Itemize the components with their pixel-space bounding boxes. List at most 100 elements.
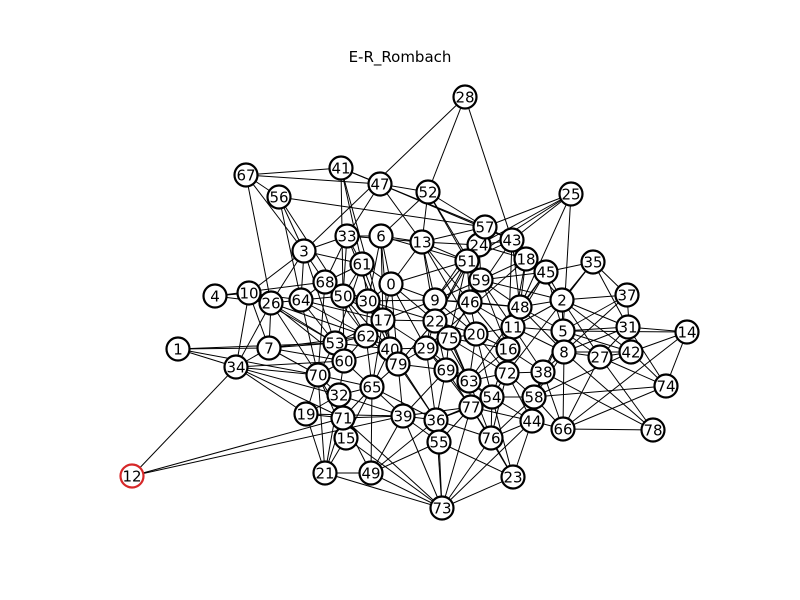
edge-13-46 — [421, 241, 471, 303]
node-23: 23 — [500, 464, 526, 490]
node-circle — [519, 408, 545, 434]
edge-67-47 — [245, 174, 381, 185]
node-circle — [478, 425, 504, 451]
node-circle — [409, 229, 435, 255]
node-circle — [223, 354, 249, 380]
node-label: 14 — [677, 324, 696, 342]
node-circle — [330, 283, 356, 309]
node-label: 24 — [469, 237, 488, 255]
node-6: 6 — [368, 223, 394, 249]
edge-66-74 — [562, 385, 667, 430]
node-label: 61 — [352, 256, 371, 274]
node-circle — [378, 271, 404, 297]
node-circle — [452, 84, 478, 110]
node-circle — [618, 339, 644, 365]
node-label: 7 — [264, 340, 274, 358]
node-43: 43 — [499, 227, 525, 253]
node-circle — [422, 308, 448, 334]
node-60: 60 — [331, 348, 357, 374]
node-29: 29 — [413, 335, 439, 361]
node-circle — [499, 227, 525, 253]
node-label: 63 — [459, 373, 478, 391]
node-42: 42 — [618, 339, 644, 365]
node-76: 76 — [478, 425, 504, 451]
node-45: 45 — [533, 259, 559, 285]
node-46: 46 — [457, 289, 483, 315]
node-label: 47 — [370, 176, 389, 194]
node-19: 19 — [293, 401, 319, 427]
node-label: 15 — [336, 430, 355, 448]
node-50: 50 — [330, 283, 356, 309]
node-33: 33 — [334, 223, 360, 249]
edge-73-23 — [441, 476, 514, 509]
node-circle — [653, 373, 679, 399]
node-circle — [507, 294, 533, 320]
node-circle — [500, 464, 526, 490]
node-label: 21 — [315, 465, 334, 483]
node-circle — [413, 335, 439, 361]
node-label: 38 — [533, 364, 552, 382]
node-10: 10 — [236, 280, 262, 306]
node-circle — [415, 179, 441, 205]
node-48: 48 — [507, 294, 533, 320]
node-circle — [358, 460, 384, 486]
node-label: 54 — [482, 389, 501, 407]
node-label: 34 — [226, 359, 245, 377]
node-label: 50 — [333, 288, 352, 306]
node-circle — [558, 181, 584, 207]
node-74: 74 — [653, 373, 679, 399]
edge-26-62 — [270, 302, 367, 337]
node-label: 56 — [269, 189, 288, 207]
edge-49-36 — [370, 419, 437, 474]
edge-3-53 — [303, 250, 336, 344]
edge-14-66 — [562, 331, 688, 430]
edge-2-42 — [561, 299, 632, 353]
node-label: 74 — [656, 378, 675, 396]
node-circle — [614, 282, 640, 308]
node-circle — [368, 223, 394, 249]
node-circle — [293, 401, 319, 427]
node-label: 62 — [356, 328, 375, 346]
node-label: 27 — [590, 349, 609, 367]
node-label: 48 — [510, 299, 529, 317]
node-circle — [433, 357, 459, 383]
node-label: 77 — [461, 399, 480, 417]
node-51: 51 — [454, 248, 480, 274]
node-39: 39 — [390, 403, 416, 429]
node-circle — [291, 238, 317, 264]
edge-25-24 — [478, 193, 572, 246]
node-circle — [457, 289, 483, 315]
edge-7-62 — [268, 335, 367, 349]
edge-67-41 — [245, 167, 342, 176]
node-label: 2 — [557, 292, 567, 310]
node-circle — [587, 344, 613, 370]
node-label: 76 — [481, 430, 500, 448]
node-label: 69 — [436, 362, 455, 380]
node-circle — [359, 374, 385, 400]
node-49: 49 — [358, 460, 384, 486]
node-label: 32 — [329, 387, 348, 405]
node-circle — [119, 463, 145, 489]
edge-34-71 — [235, 366, 344, 419]
node-30: 30 — [355, 288, 381, 314]
node-label: 45 — [536, 264, 555, 282]
node-32: 32 — [326, 382, 352, 408]
node-circle — [468, 267, 494, 293]
edge-64-17 — [300, 299, 384, 321]
edge-78-38 — [542, 371, 654, 431]
node-label: 43 — [502, 232, 521, 250]
node-21: 21 — [312, 460, 338, 486]
node-17: 17 — [370, 307, 396, 333]
node-1: 1 — [165, 336, 191, 362]
node-label: 18 — [516, 251, 535, 269]
edge-1-70 — [177, 348, 319, 376]
node-circle — [550, 416, 576, 442]
node-5: 5 — [550, 318, 576, 344]
node-circle — [385, 351, 411, 377]
node-label: 25 — [561, 186, 580, 204]
node-64: 64 — [288, 287, 314, 313]
node-circle — [328, 155, 354, 181]
node-label: 3 — [299, 243, 309, 261]
